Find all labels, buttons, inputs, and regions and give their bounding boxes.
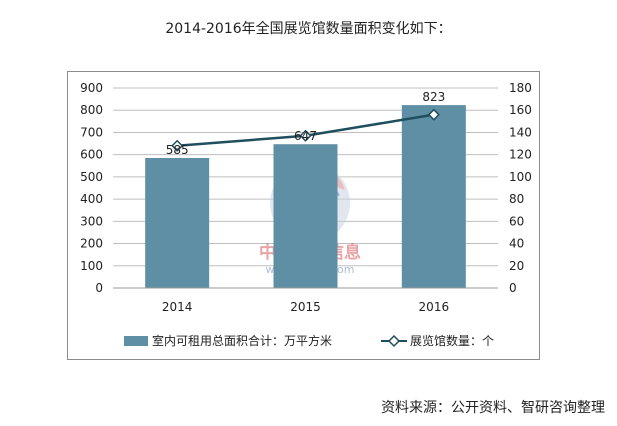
axes: 0 100 200 300 400 500 600 700 800 900 0 20 40 60 80 100… xyxy=(80,81,532,314)
bar-series xyxy=(145,105,466,288)
y-left-tick-label: 700 xyxy=(80,125,103,139)
y-left-tick-label: 100 xyxy=(80,259,103,273)
y-left-tick-label: 200 xyxy=(80,237,103,251)
y-left-tick-label: 300 xyxy=(80,214,103,228)
bar xyxy=(401,105,466,288)
y-right-tick-label: 100 xyxy=(509,170,532,184)
y-left-tick-label: 0 xyxy=(95,281,103,295)
y-left-tick-label: 800 xyxy=(80,103,103,117)
y-left-tick-label: 400 xyxy=(80,192,103,206)
x-tick-label: 2014 xyxy=(162,300,193,314)
x-tick-label: 2016 xyxy=(419,300,450,314)
legend-bar-swatch xyxy=(124,336,148,346)
source-note: 资料来源：公开资料、智研咨询整理 xyxy=(381,400,605,416)
bar-data-label: 585 xyxy=(166,143,189,157)
y-left-tick-label: 600 xyxy=(80,148,103,162)
legend-line-marker xyxy=(387,334,401,348)
y-right-tick-label: 40 xyxy=(509,237,524,251)
bar-data-label: 647 xyxy=(294,129,317,143)
page-title: 2014-2016年全国展览馆数量面积变化如下： xyxy=(165,21,452,37)
y-right-tick-label: 140 xyxy=(509,125,532,139)
y-right-tick-label: 0 xyxy=(509,281,517,295)
bar xyxy=(273,144,338,288)
y-right-tick-label: 60 xyxy=(509,214,524,228)
data-labels: 585 647 823 xyxy=(166,90,446,157)
line-point xyxy=(171,139,184,152)
y-right-tick-label: 160 xyxy=(509,103,532,117)
line-point xyxy=(427,108,440,121)
x-tick-label: 2015 xyxy=(290,300,321,314)
y-right-tick-label: 20 xyxy=(509,259,524,273)
bar-data-label: 823 xyxy=(422,90,445,104)
y-right-tick-label: 120 xyxy=(509,148,532,162)
y-left-tick-label: 500 xyxy=(80,170,103,184)
y-right-tick-label: 180 xyxy=(509,81,532,95)
chart-frame xyxy=(67,71,540,360)
line-series xyxy=(171,108,440,152)
legend-bar-label: 室内可租用总面积合计：万平方米 xyxy=(152,333,332,348)
legend-line-label: 展览馆数量：个 xyxy=(410,333,494,348)
chart-legend: 室内可租用总面积合计：万平方米 展览馆数量：个 xyxy=(124,333,494,348)
bar xyxy=(145,158,210,288)
line-point xyxy=(299,129,312,142)
y-left-tick-label: 900 xyxy=(80,81,103,95)
y-right-tick-label: 80 xyxy=(509,192,524,206)
